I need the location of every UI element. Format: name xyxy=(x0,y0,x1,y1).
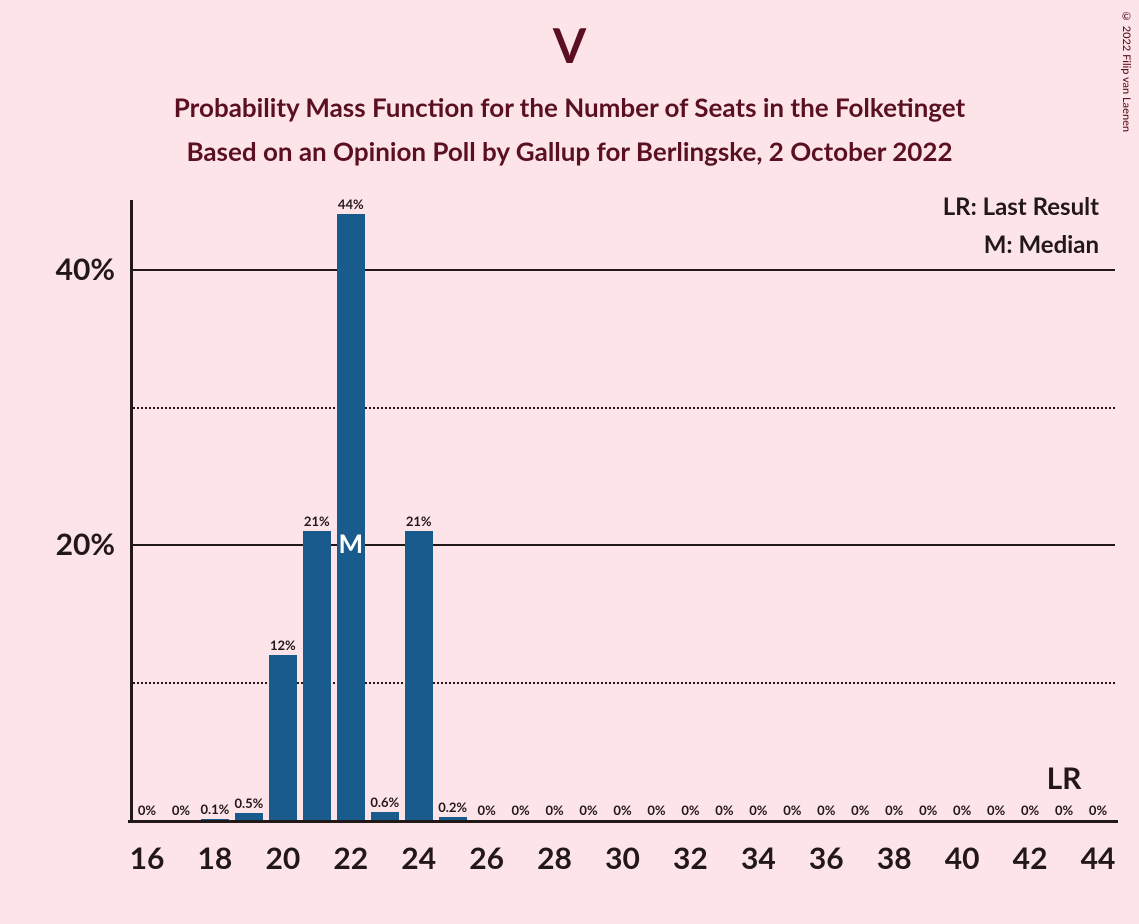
x-tick-label: 44 xyxy=(1081,840,1116,876)
chart-subtitle-1: Probability Mass Function for the Number… xyxy=(0,91,1139,123)
chart: 0%0%0.1%0.5%12%21%44%0.6%21%0.2%0%0%0%0%… xyxy=(40,200,1115,890)
y-tick-label: 40% xyxy=(56,251,115,287)
bar xyxy=(405,531,433,820)
bar-value-label: 0% xyxy=(1089,802,1107,818)
bar-value-label: 0.5% xyxy=(234,795,263,811)
bar-value-label: 0% xyxy=(953,802,971,818)
bar-value-label: 0% xyxy=(919,802,937,818)
bar-value-label: 0% xyxy=(987,802,1005,818)
bar-value-label: 21% xyxy=(406,513,432,529)
x-tick-label: 16 xyxy=(130,840,165,876)
bar-value-label: 0% xyxy=(172,802,190,818)
title-block: V Probability Mass Function for the Numb… xyxy=(0,0,1139,167)
x-tick-label: 24 xyxy=(401,840,436,876)
bar-value-label: 0% xyxy=(613,802,631,818)
x-tick-label: 30 xyxy=(605,840,640,876)
bar-value-label: 0% xyxy=(1021,802,1039,818)
x-tick-label: 28 xyxy=(537,840,572,876)
bar-value-label: 0% xyxy=(749,802,767,818)
bar xyxy=(303,531,331,820)
bar-value-label: 12% xyxy=(270,637,296,653)
bar xyxy=(337,214,365,820)
x-tick-label: 20 xyxy=(265,840,300,876)
bar-value-label: 0.6% xyxy=(370,794,399,810)
chart-subtitle-2: Based on an Opinion Poll by Gallup for B… xyxy=(0,135,1139,167)
x-tick-label: 38 xyxy=(877,840,912,876)
bar-value-label: 0.1% xyxy=(200,801,229,817)
bar-value-label: 21% xyxy=(304,513,330,529)
bar xyxy=(439,817,467,820)
bar xyxy=(269,655,297,820)
bar-value-label: 0% xyxy=(511,802,529,818)
x-tick-label: 18 xyxy=(198,840,233,876)
bar-value-label: 0% xyxy=(783,802,801,818)
bar-value-label: 0% xyxy=(1055,802,1073,818)
bar-value-label: 0% xyxy=(138,802,156,818)
bar-value-label: 0% xyxy=(478,802,496,818)
bar-value-label: 0% xyxy=(851,802,869,818)
x-tick-label: 40 xyxy=(945,840,980,876)
bar-value-label: 0.2% xyxy=(438,799,467,815)
gridline-major xyxy=(130,269,1115,271)
bar-value-label: 0% xyxy=(681,802,699,818)
bar-value-label: 0% xyxy=(545,802,563,818)
y-tick-label: 20% xyxy=(56,526,115,562)
x-tick-label: 32 xyxy=(673,840,708,876)
plot-area: 0%0%0.1%0.5%12%21%44%0.6%21%0.2%0%0%0%0%… xyxy=(130,200,1115,820)
x-tick-label: 42 xyxy=(1013,840,1048,876)
bar-value-label: 0% xyxy=(579,802,597,818)
median-marker: M xyxy=(338,527,363,559)
x-axis xyxy=(128,820,1118,823)
x-tick-label: 26 xyxy=(469,840,504,876)
bar xyxy=(371,812,399,820)
bar-value-label: 0% xyxy=(715,802,733,818)
gridline-minor xyxy=(130,407,1115,409)
gridline-major xyxy=(130,544,1115,546)
bar-value-label: 0% xyxy=(817,802,835,818)
lr-marker: LR xyxy=(1047,760,1082,796)
copyright-text: © 2022 Filip van Laenen xyxy=(1120,10,1133,132)
x-tick-label: 22 xyxy=(333,840,368,876)
bar-value-label: 0% xyxy=(647,802,665,818)
bar-value-label: 0% xyxy=(885,802,903,818)
x-tick-label: 34 xyxy=(741,840,776,876)
bar xyxy=(235,813,263,820)
bar xyxy=(201,819,229,820)
x-tick-label: 36 xyxy=(809,840,844,876)
chart-title-main: V xyxy=(0,20,1139,73)
bar-value-label: 44% xyxy=(338,196,364,212)
